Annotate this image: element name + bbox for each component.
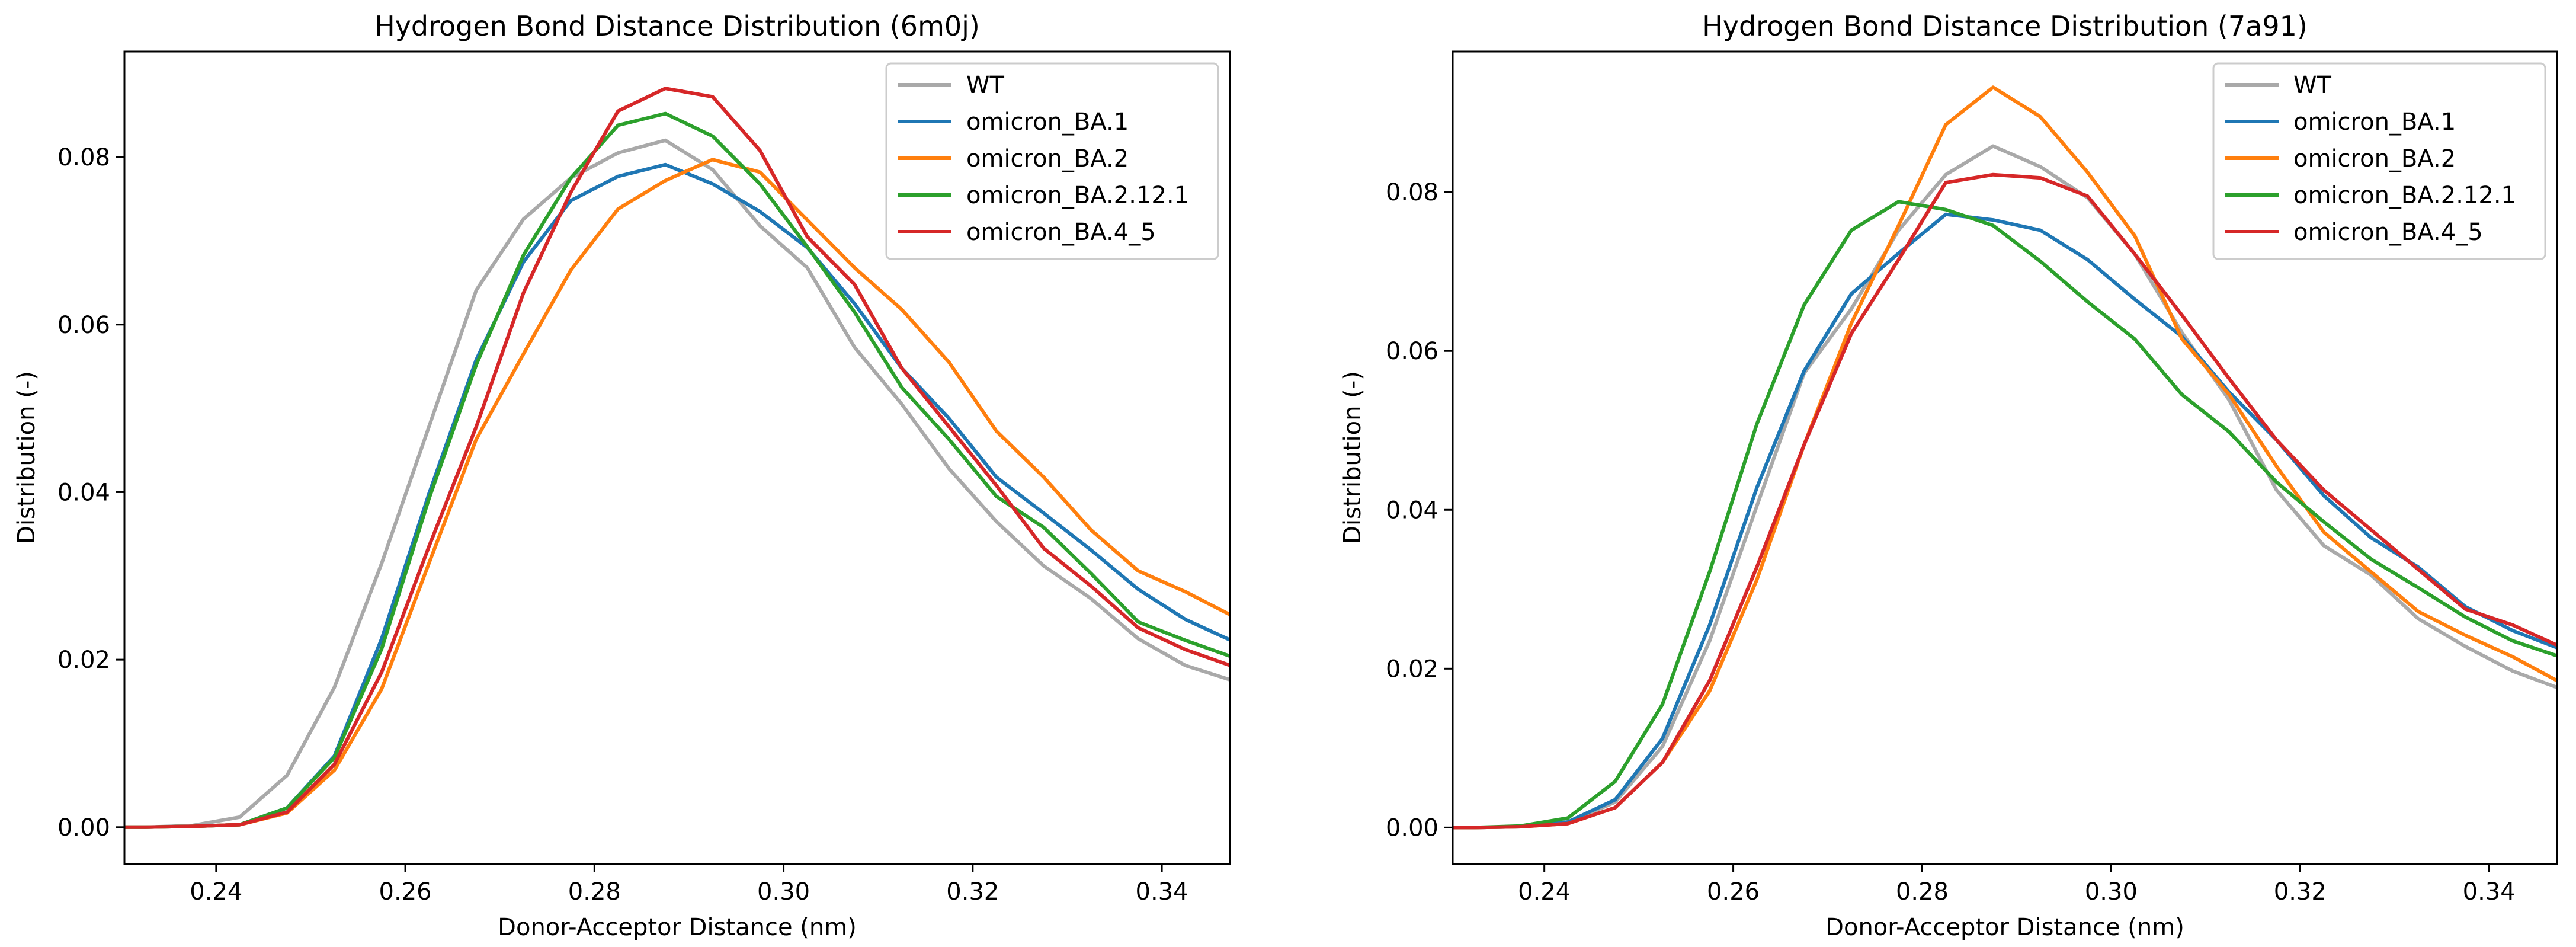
chart-6m0j: Hydrogen Bond Distance Distribution (6m0…	[13, 10, 1231, 941]
y-axis-label: Distribution (-)	[13, 371, 40, 544]
y-tick-label: 0.06	[1386, 338, 1438, 365]
x-tick-label: 0.26	[1707, 878, 1760, 906]
chart-title: Hydrogen Bond Distance Distribution (6m0…	[374, 10, 980, 42]
y-tick-label: 0.08	[57, 144, 110, 171]
series-line-wt	[1453, 144, 2557, 830]
series-line-omicron-ba-1	[1453, 212, 2557, 830]
y-axis-ticks: 0.00 0.02 0.04 0.06 0.08	[57, 144, 124, 842]
x-tick-label: 0.28	[1896, 878, 1949, 906]
x-tick-label: 0.30	[2085, 878, 2138, 906]
legend-box	[2212, 62, 2546, 260]
legend-label: omicron_BA.2	[966, 145, 1129, 172]
series-line-omicron-ba-2-12-1	[1453, 200, 2557, 830]
legend: WT omicron_BA.1 omicron_BA.2 omicron_BA.2.1…	[885, 62, 1219, 260]
x-tick-label: 0.24	[190, 878, 242, 906]
series-line-omicron-ba-2-12-1	[124, 111, 1230, 829]
legend-label: WT	[966, 72, 1005, 99]
y-tick-label: 0.04	[57, 479, 110, 506]
chart-7a91: Hydrogen Bond Distance Distribution (7a9…	[1339, 10, 2558, 941]
x-axis-ticks: 0.24 0.26 0.28 0.30 0.32 0.34	[190, 864, 1188, 906]
y-tick-label: 0.02	[57, 647, 110, 674]
legend-label: omicron_BA.2.12.1	[2293, 182, 2516, 209]
series-line-omicron-ba-4-5	[124, 87, 1230, 829]
plot-frame	[123, 50, 1231, 865]
y-tick-label: 0.00	[1386, 814, 1438, 842]
legend-box	[885, 62, 1219, 260]
legend: WT omicron_BA.1 omicron_BA.2 omicron_BA.2.1…	[2212, 62, 2546, 260]
y-tick-label: 0.00	[57, 814, 110, 842]
x-tick-label: 0.24	[1518, 878, 1571, 906]
y-tick-label: 0.08	[1386, 179, 1438, 206]
x-axis-ticks: 0.24 0.26 0.28 0.30 0.32 0.34	[1518, 864, 2516, 906]
legend-label: omicron_BA.1	[966, 108, 1129, 136]
y-tick-label: 0.04	[1386, 497, 1438, 524]
x-axis-label: Donor-Acceptor Distance (nm)	[1825, 914, 2184, 941]
y-axis-ticks: 0.00 0.02 0.04 0.06 0.08	[1386, 179, 1453, 842]
legend-label: WT	[2293, 72, 2332, 99]
series-lines	[1453, 85, 2557, 830]
series-line-wt	[124, 138, 1230, 829]
x-tick-label: 0.32	[2274, 878, 2327, 906]
legend-label: omicron_BA.4_5	[966, 219, 1156, 246]
x-tick-label: 0.28	[568, 878, 621, 906]
chart-title: Hydrogen Bond Distance Distribution (7a9…	[1702, 10, 2308, 42]
x-tick-label: 0.30	[757, 878, 810, 906]
legend-label: omicron_BA.4_5	[2293, 219, 2483, 246]
y-axis-label: Distribution (-)	[1339, 371, 1366, 544]
y-tick-label: 0.02	[1386, 655, 1438, 683]
x-tick-label: 0.32	[946, 878, 999, 906]
x-axis-label: Donor-Acceptor Distance (nm)	[498, 914, 857, 941]
series-line-omicron-ba-4-5	[1453, 172, 2557, 830]
x-tick-label: 0.26	[379, 878, 432, 906]
y-tick-label: 0.06	[57, 312, 110, 339]
legend-label: omicron_BA.2	[2293, 145, 2456, 172]
legend-label: omicron_BA.1	[2293, 108, 2456, 136]
series-lines	[124, 87, 1230, 829]
legend-label: omicron_BA.2.12.1	[966, 182, 1189, 209]
x-tick-label: 0.34	[2463, 878, 2516, 906]
x-tick-label: 0.34	[1136, 878, 1188, 906]
plot-frame	[1452, 50, 2558, 865]
